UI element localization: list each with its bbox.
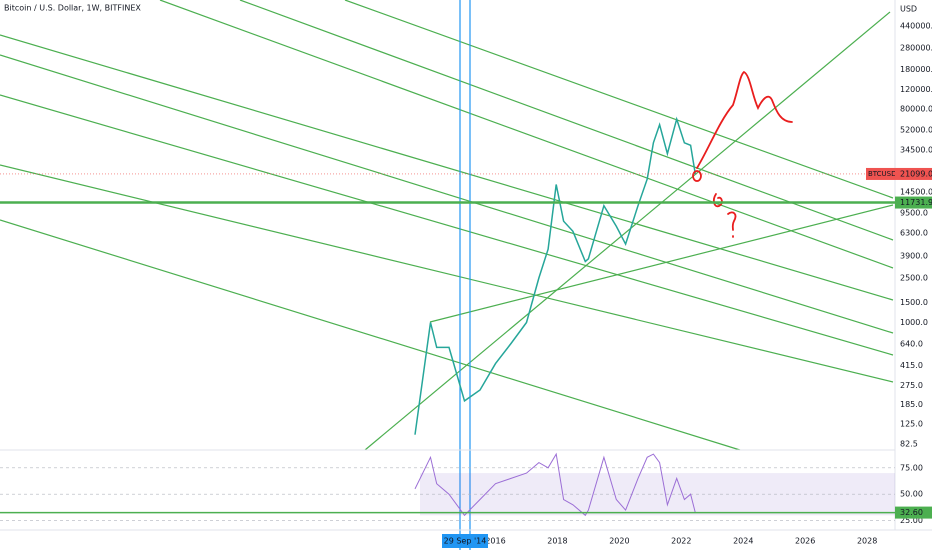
trend-lines bbox=[0, 0, 894, 451]
y-tick-label: 280000.0 bbox=[900, 43, 932, 52]
rsi-tick-label: 50.00 bbox=[900, 490, 923, 499]
price-tag bbox=[895, 167, 932, 180]
trend-line bbox=[0, 219, 741, 451]
y-tick-label: 3900.0 bbox=[900, 252, 928, 261]
level-tag-label: 11731.9 bbox=[900, 198, 932, 207]
trend-line bbox=[344, 0, 894, 199]
trend-line bbox=[429, 204, 894, 323]
trend-line bbox=[0, 34, 894, 301]
x-tick-label: 2024 bbox=[733, 537, 753, 546]
y-tick-label: 34500.0 bbox=[900, 145, 932, 154]
drawing bbox=[696, 70, 793, 169]
x-tick-label: 2020 bbox=[609, 537, 629, 546]
y-tick-label: 52000.0 bbox=[900, 126, 932, 135]
plot bbox=[414, 116, 697, 435]
y-tick-label: 6300.0 bbox=[900, 228, 928, 237]
crosshair-label-bg bbox=[442, 534, 488, 548]
price-tag-label: 21099.0 bbox=[900, 169, 932, 178]
level-tag bbox=[895, 196, 932, 209]
y-tick-label: 14500.0 bbox=[900, 188, 932, 197]
rsi-tick-label: 75.00 bbox=[900, 463, 923, 472]
drawing bbox=[692, 170, 702, 182]
x-tick-label: 2018 bbox=[547, 537, 567, 546]
trend-line bbox=[0, 54, 894, 334]
symbol-tag-label: BTCUSD bbox=[868, 170, 897, 178]
trend-line bbox=[0, 94, 894, 356]
trend-line bbox=[364, 11, 891, 451]
drawing bbox=[712, 193, 723, 208]
trend-line bbox=[239, 0, 894, 241]
rsi-line bbox=[414, 452, 696, 517]
x-tick-label: 2016 bbox=[485, 537, 505, 546]
y-tick-label: 640.0 bbox=[900, 340, 923, 349]
y-tick-label: 120000.0 bbox=[900, 85, 932, 94]
x-tick-label: 2026 bbox=[795, 537, 815, 546]
x-tick-label: 2028 bbox=[857, 537, 877, 546]
rsi-tag bbox=[895, 506, 932, 519]
y-tick-label: 125.0 bbox=[900, 419, 923, 428]
y-tick-label: 1000.0 bbox=[900, 318, 928, 327]
currency-label: USD bbox=[900, 5, 917, 14]
rsi-tag-label: 32.60 bbox=[900, 508, 923, 517]
chart-title: Bitcoin / U.S. Dollar, 1W, BITFINEX bbox=[4, 4, 141, 13]
symbol-tag bbox=[866, 167, 895, 180]
y-tick-label: 180000.0 bbox=[900, 65, 932, 74]
y-tick-label: 1500.0 bbox=[900, 298, 928, 307]
rsi-tick-label: 25.00 bbox=[900, 516, 923, 525]
y-tick-label: 185.0 bbox=[900, 400, 923, 409]
price-line bbox=[414, 116, 697, 435]
y-tick-label: 2500.0 bbox=[900, 273, 928, 282]
x-tick-label: 2022 bbox=[671, 537, 691, 546]
trend-line bbox=[0, 164, 894, 383]
y-tick-label: 80000.0 bbox=[900, 105, 932, 114]
y-tick-label: 9500.0 bbox=[900, 208, 928, 217]
y-tick-label: 275.0 bbox=[900, 381, 923, 390]
drawing bbox=[727, 211, 737, 238]
trend-line bbox=[159, 0, 894, 269]
crosshair-label: 29 Sep '14 bbox=[444, 537, 487, 546]
annotations bbox=[692, 70, 793, 238]
y-tick-label: 82.5 bbox=[900, 440, 918, 449]
y-tick-label: 440000.0 bbox=[900, 21, 932, 30]
y-tick-label: 415.0 bbox=[900, 361, 923, 370]
